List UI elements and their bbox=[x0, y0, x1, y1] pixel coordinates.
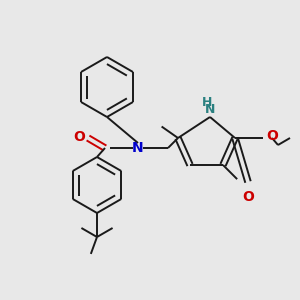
Text: N: N bbox=[132, 141, 144, 155]
Text: O: O bbox=[242, 190, 254, 204]
Text: N: N bbox=[205, 103, 215, 116]
Text: H: H bbox=[202, 96, 212, 109]
Text: O: O bbox=[73, 130, 85, 144]
Text: O: O bbox=[266, 129, 278, 143]
